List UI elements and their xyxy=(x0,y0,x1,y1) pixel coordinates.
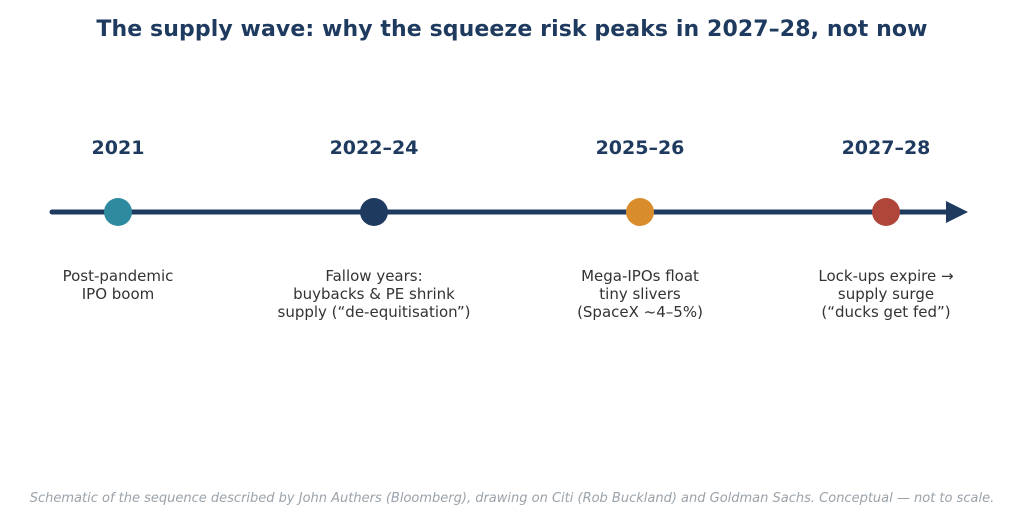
milestone-marker-3 xyxy=(872,198,900,226)
milestone-year-2027-28: 2027–28 xyxy=(841,137,931,159)
description-line: supply surge xyxy=(837,285,935,303)
milestone-marker-2 xyxy=(626,198,654,226)
milestone-year-2022-24: 2022–24 xyxy=(329,137,419,159)
milestone-marker-1 xyxy=(360,198,388,226)
description-line: Fallow years: xyxy=(325,267,423,285)
description-line: Post-pandemic xyxy=(62,267,174,285)
milestone-description-2027-28: Lock-ups expire → supply surge (“ducks g… xyxy=(818,267,953,321)
description-line: (SpaceX ~4–5%) xyxy=(577,303,703,321)
milestone-description-2025-26: Mega-IPOs float tiny slivers (SpaceX ~4–… xyxy=(577,267,703,321)
footnote: Schematic of the sequence described by J… xyxy=(29,491,995,506)
arrowhead-icon xyxy=(946,201,968,223)
description-line: Mega-IPOs float xyxy=(581,267,699,285)
milestone-year-2025-26: 2025–26 xyxy=(595,137,685,159)
description-line: Lock-ups expire → xyxy=(818,267,954,285)
description-line: tiny slivers xyxy=(599,285,681,303)
milestone-description-2021: Post-pandemic IPO boom xyxy=(63,267,174,303)
page-title: The supply wave: why the squeeze risk pe… xyxy=(96,17,928,42)
description-line: (“ducks get fed”) xyxy=(821,303,951,321)
milestone-description-2022-24: Fallow years: buybacks & PE shrink suppl… xyxy=(278,267,471,321)
milestone-year-2021: 2021 xyxy=(91,137,145,159)
milestone-marker-0 xyxy=(104,198,132,226)
description-line: buybacks & PE shrink xyxy=(293,285,455,303)
description-line: supply (“de-equitisation”) xyxy=(277,303,471,321)
description-line: IPO boom xyxy=(81,285,155,303)
